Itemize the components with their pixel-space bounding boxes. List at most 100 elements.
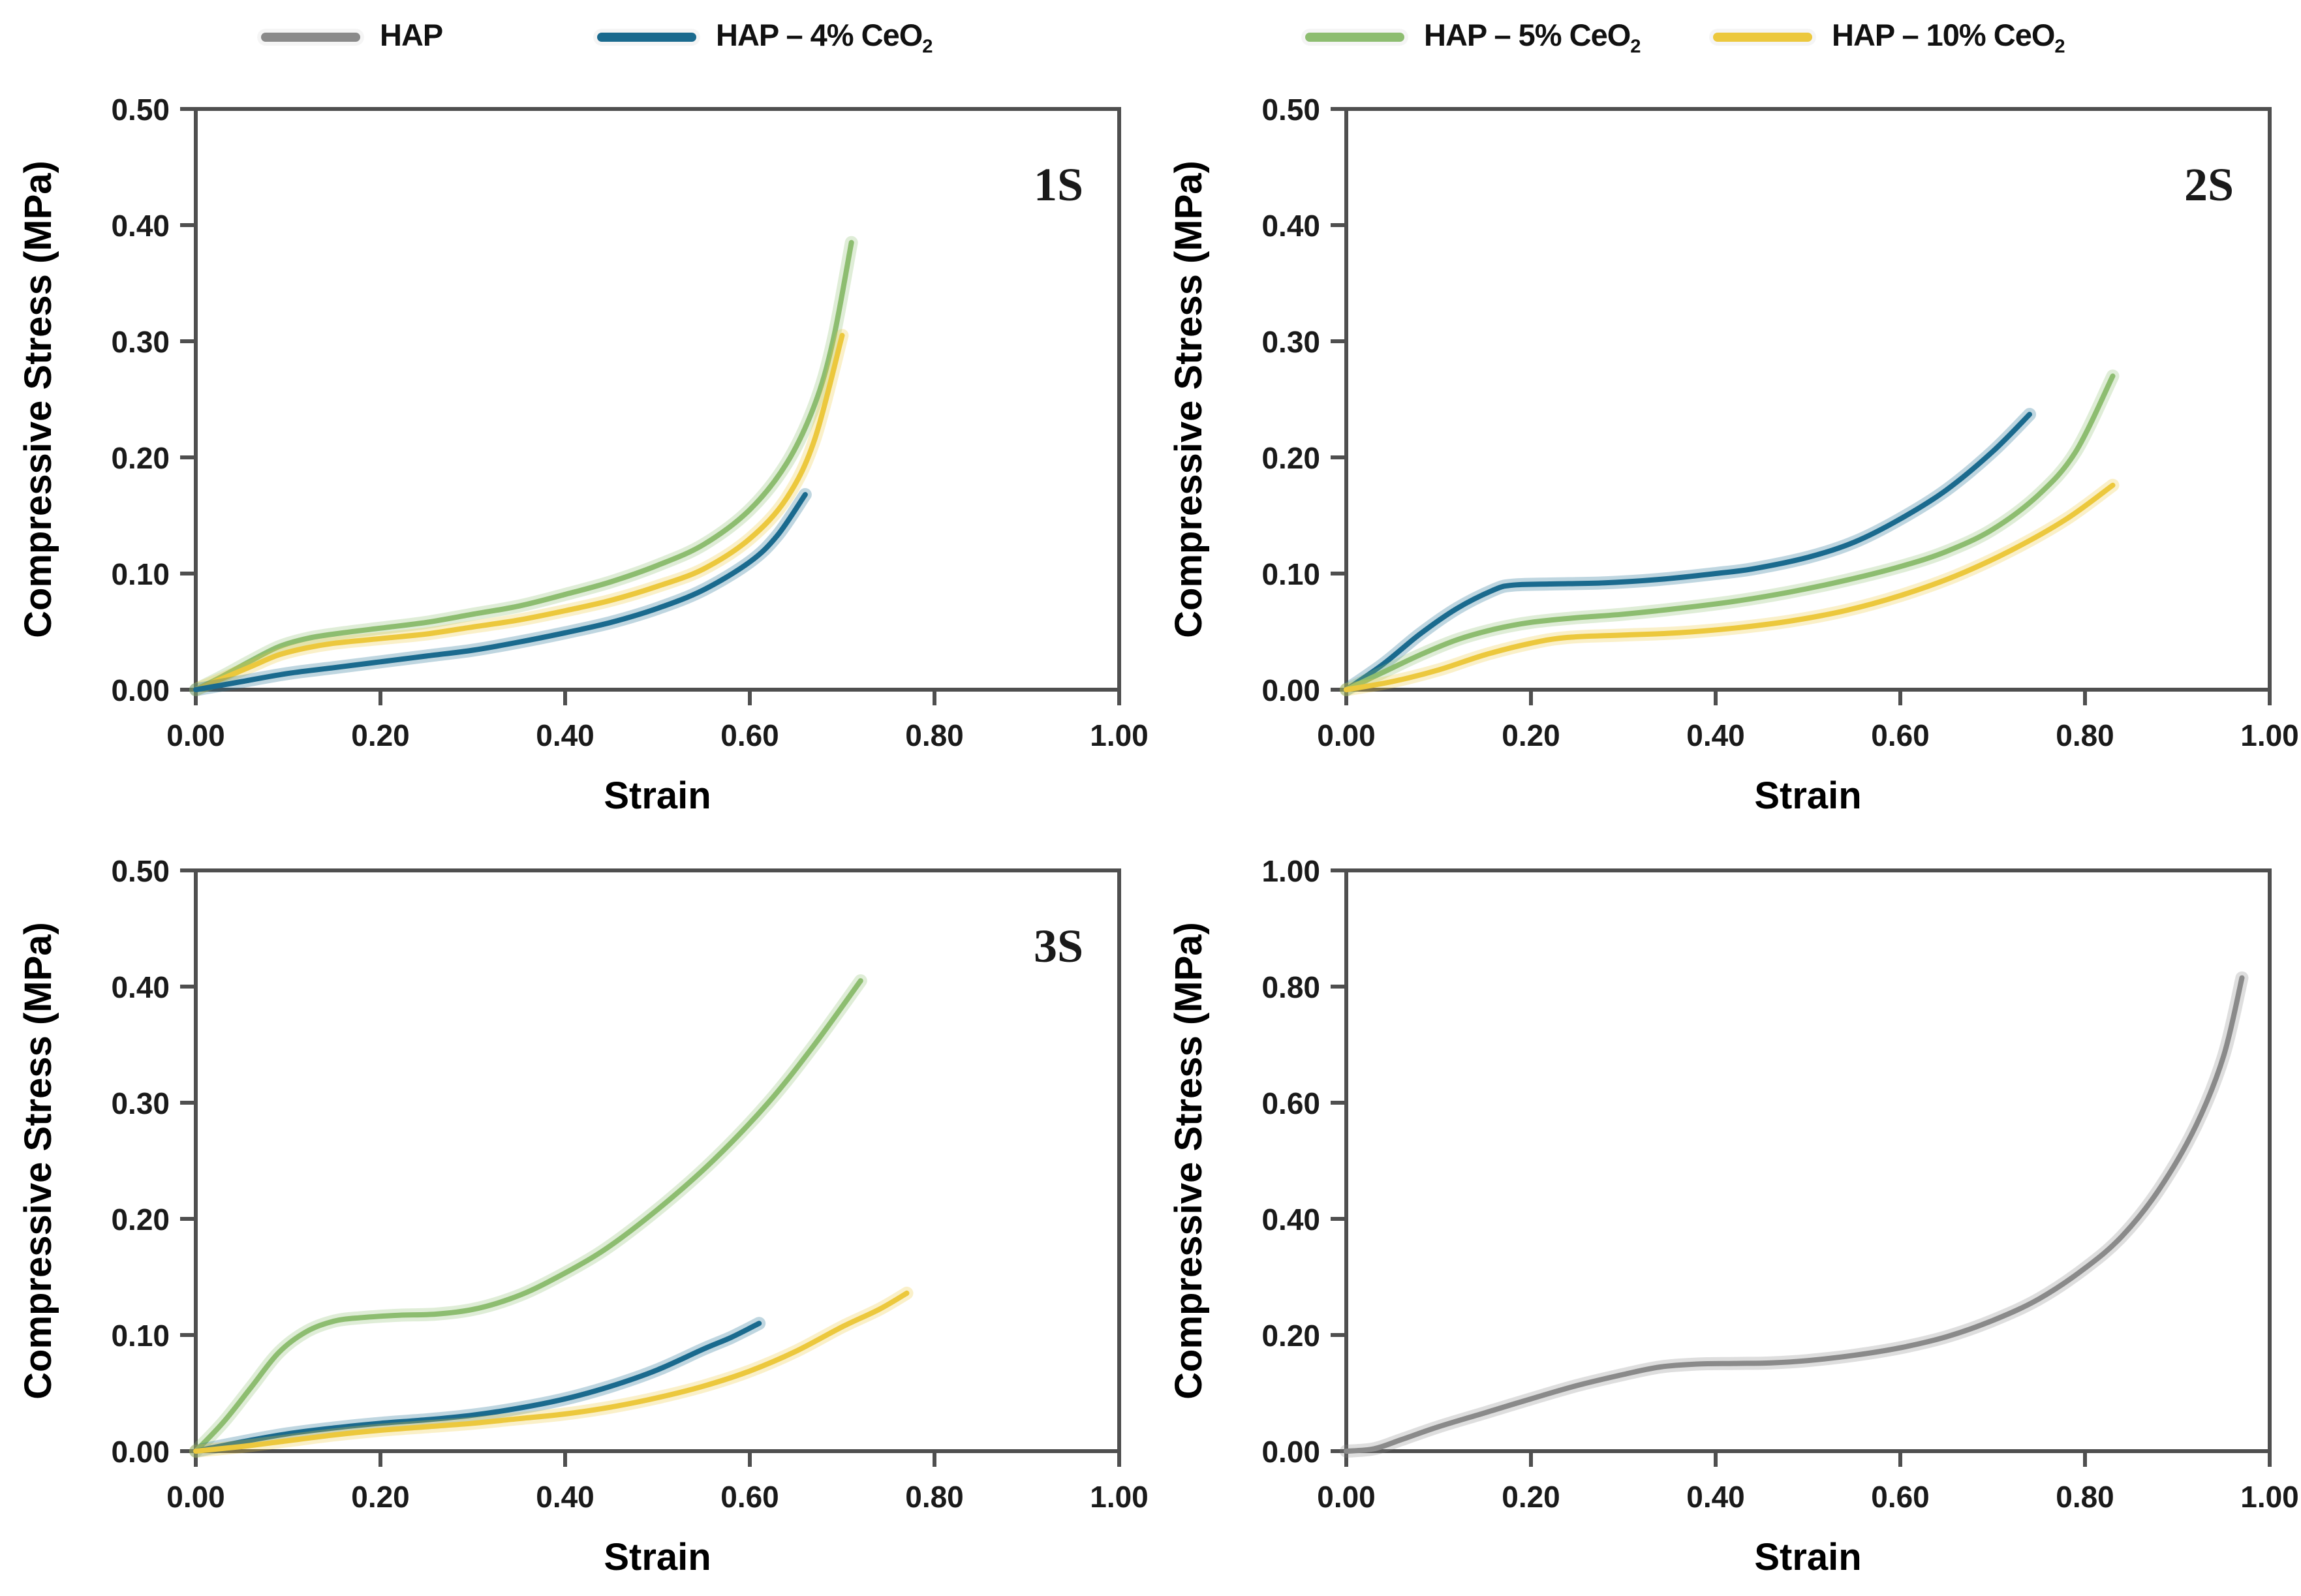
- chart-2s: 0.00 0.20 0.40 0.60 0.80 1.00 0.00 0.10 0.20 0.30…: [1167, 93, 2299, 817]
- y-tick-label: 1.00: [1261, 854, 1320, 888]
- x-tick-label: 0.00: [166, 718, 225, 752]
- plot-box: [194, 107, 1121, 692]
- y-tick-label: 0.50: [111, 93, 170, 127]
- legend-line-swatch-hap: [261, 33, 360, 42]
- legend-label-text: HAP – 4% CeO: [716, 18, 923, 52]
- legend-label-subscript: 2: [922, 36, 933, 57]
- legend-line-swatch-hap-4ceo2: [597, 33, 696, 42]
- x-tick-label: 0.40: [1686, 1480, 1745, 1514]
- y-axis-title: Compressive Stress (MPa): [17, 922, 59, 1400]
- x-tick-label: 0.20: [351, 718, 410, 752]
- y-tick-label: 0.40: [111, 970, 170, 1004]
- x-tick-label: 0.60: [1871, 1480, 1930, 1514]
- plot-box: [194, 868, 1121, 1453]
- y-tick-label: 0.00: [1261, 673, 1320, 707]
- y-axis-title: Compressive Stress (MPa): [1167, 161, 1210, 638]
- y-tick-label: 0.00: [111, 673, 170, 707]
- legend-line-swatch-hap-10ceo2: [1713, 33, 1812, 42]
- x-axis-title: Strain: [1754, 775, 1861, 817]
- x-axis-title: Strain: [604, 775, 711, 817]
- legend-label-subscript: 2: [2054, 36, 2065, 57]
- panel-grid: 0.00 0.20 0.40 0.60 0.80 1.00 0.00 0.10 0.20 0.30…: [0, 73, 2301, 1595]
- series-line: [193, 239, 854, 692]
- legend-item-hap-5ceo2: HAP – 5% CeO2: [1305, 17, 1641, 57]
- x-tick-label: 0.60: [1871, 718, 1930, 752]
- series-line: [193, 978, 863, 1454]
- legend-item-hap-10ceo2: HAP – 10% CeO2: [1713, 17, 2065, 57]
- legend-label-hap: HAP: [380, 17, 443, 57]
- panel-3s: 0.00 0.20 0.40 0.60 0.80 1.00 0.00 0.10 0.20 0.30…: [0, 835, 1150, 1596]
- y-tick-label: 0.50: [111, 854, 170, 888]
- y-tick-label: 0.40: [111, 209, 170, 243]
- y-tick-label: 0.40: [1261, 1203, 1320, 1236]
- y-axis-title: Compressive Stress (MPa): [1167, 922, 1210, 1400]
- x-tick-label: 0.00: [1317, 1480, 1376, 1514]
- plot-box: [1344, 107, 2272, 692]
- y-tick-label: 0.00: [1261, 1435, 1320, 1469]
- series-line: [1344, 373, 2116, 692]
- legend-item-hap: HAP: [261, 17, 443, 57]
- x-tick-label: 0.80: [2056, 1480, 2114, 1514]
- chart-hap: 0.00 0.20 0.40 0.60 0.80 1.00 0.00 0.20 0.40 0.60…: [1167, 854, 2299, 1578]
- series-line: [193, 492, 808, 692]
- series-halo: [1340, 478, 2120, 696]
- y-tick-label: 0.80: [1261, 970, 1320, 1004]
- x-tick-label: 0.20: [351, 1480, 410, 1514]
- series-line: [193, 1290, 910, 1454]
- x-tick-label: 0.20: [1502, 1480, 1560, 1514]
- series-halo: [1340, 971, 2249, 1458]
- panel-label: 1S: [1034, 159, 1083, 211]
- y-tick-label: 0.20: [111, 1203, 170, 1236]
- y-tick-label: 0.20: [111, 441, 170, 475]
- y-tick-label: 0.00: [111, 1435, 170, 1469]
- x-axis-title: Strain: [604, 1536, 711, 1578]
- series-halo: [189, 488, 812, 696]
- y-axis-title: Compressive Stress (MPa): [17, 161, 59, 638]
- y-tick-label: 0.40: [1261, 209, 1320, 243]
- y-tick-label: 0.10: [1261, 557, 1320, 591]
- legend-line-swatch-hap-5ceo2: [1305, 33, 1404, 42]
- legend-label-text: HAP – 10% CeO: [1832, 18, 2055, 52]
- x-tick-label: 0.60: [720, 718, 779, 752]
- series-halo: [189, 974, 867, 1458]
- legend-label-hap-4ceo2: HAP – 4% CeO2: [716, 17, 933, 57]
- x-tick-label: 1.00: [2240, 1480, 2299, 1514]
- series-line: [193, 1321, 762, 1454]
- legend: HAP HAP – 4% CeO2 HAP – 5% CeO2 HAP – 10…: [0, 0, 2301, 72]
- series-line: [1344, 412, 2033, 692]
- x-tick-label: 0.00: [166, 1480, 225, 1514]
- x-tick-label: 0.20: [1502, 718, 1560, 752]
- legend-item-hap-4ceo2: HAP – 4% CeO2: [597, 17, 933, 57]
- x-tick-label: 1.00: [2240, 718, 2299, 752]
- y-tick-label: 0.30: [1261, 325, 1320, 359]
- panel-label: 3S: [1034, 920, 1083, 972]
- legend-label-subscript: 2: [1630, 36, 1641, 57]
- y-tick-label: 0.10: [111, 557, 170, 591]
- y-tick-label: 0.30: [111, 325, 170, 359]
- x-tick-label: 0.40: [1686, 718, 1745, 752]
- series-line: [193, 333, 845, 692]
- y-tick-label: 0.50: [1261, 93, 1320, 127]
- plot-box: [1344, 868, 2272, 1453]
- chart-3s: 0.00 0.20 0.40 0.60 0.80 1.00 0.00 0.10 0.20 0.30…: [17, 854, 1149, 1578]
- x-axis-title: Strain: [1754, 1536, 1861, 1578]
- x-tick-label: 0.80: [2056, 718, 2114, 752]
- chart-1s: 0.00 0.20 0.40 0.60 0.80 1.00 0.00 0.10 0.20 0.30…: [17, 93, 1149, 817]
- legend-label-text: HAP: [380, 18, 443, 52]
- legend-label-hap-5ceo2: HAP – 5% CeO2: [1424, 17, 1641, 57]
- x-tick-label: 0.40: [536, 1480, 595, 1514]
- panel-hap: 0.00 0.20 0.40 0.60 0.80 1.00 0.00 0.20 0.40 0.60…: [1150, 835, 2301, 1596]
- series-line: [1344, 482, 2116, 692]
- panel-1s: 0.00 0.20 0.40 0.60 0.80 1.00 0.00 0.10 0.20 0.30…: [0, 73, 1150, 835]
- x-tick-label: 0.40: [536, 718, 595, 752]
- y-tick-label: 0.60: [1261, 1086, 1320, 1120]
- y-tick-label: 0.20: [1261, 441, 1320, 475]
- legend-label-text: HAP – 5% CeO: [1424, 18, 1631, 52]
- x-tick-label: 1.00: [1090, 718, 1149, 752]
- legend-label-hap-10ceo2: HAP – 10% CeO2: [1832, 17, 2065, 57]
- series-line: [1344, 975, 2245, 1454]
- x-tick-label: 1.00: [1090, 1480, 1149, 1514]
- x-tick-label: 0.80: [905, 1480, 964, 1514]
- x-tick-label: 0.00: [1317, 718, 1376, 752]
